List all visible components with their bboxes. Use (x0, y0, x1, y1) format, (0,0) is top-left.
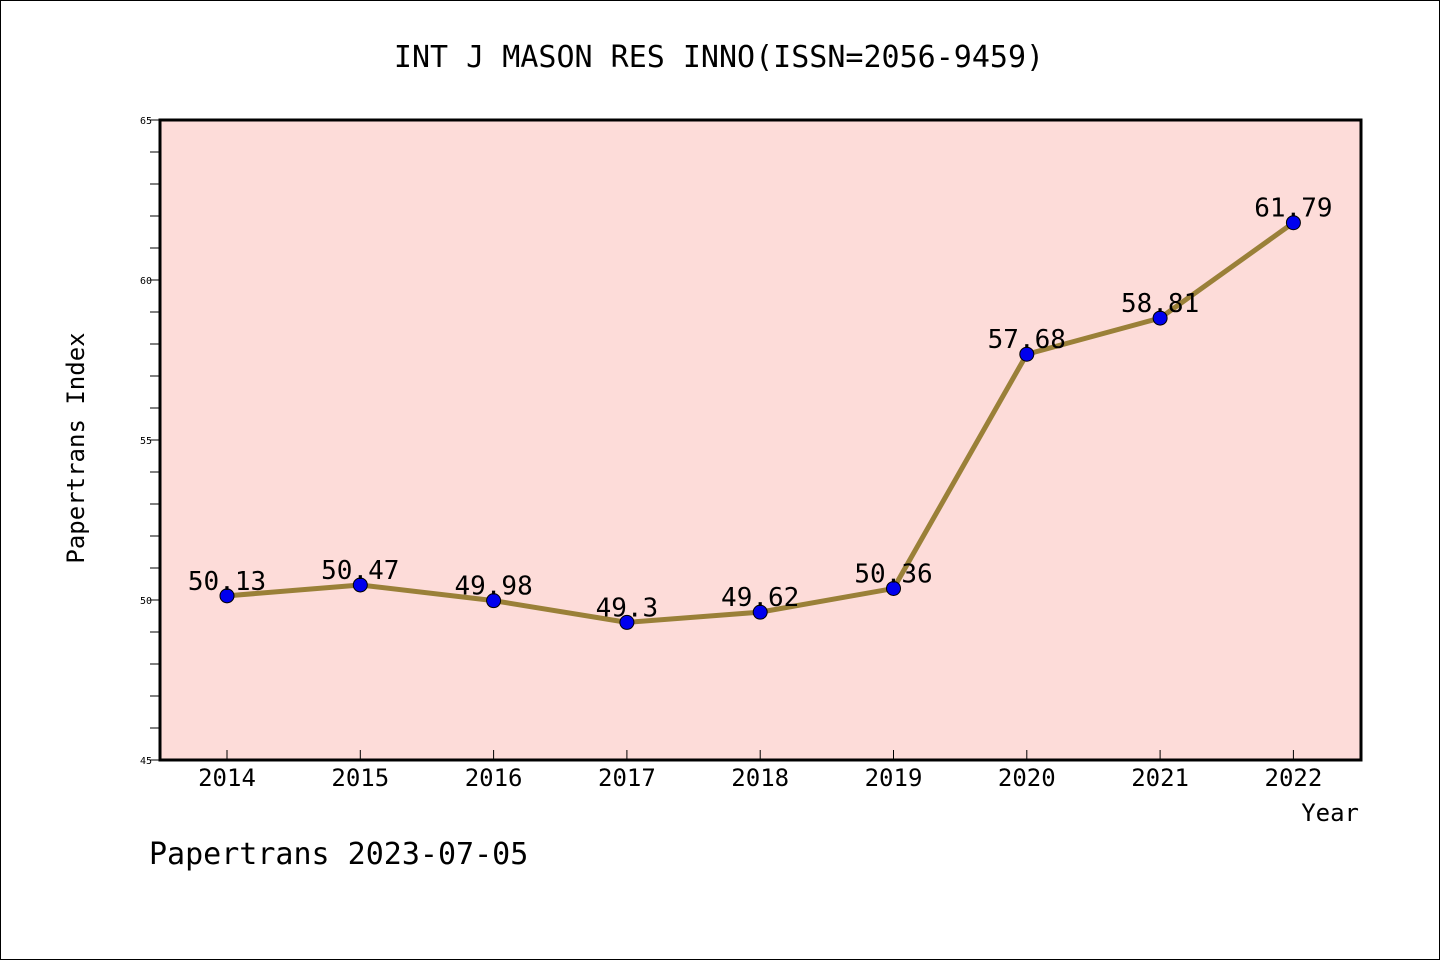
data-point (352, 577, 368, 593)
data-markers (219, 215, 1301, 630)
x-tick-label: 2021 (1131, 764, 1189, 792)
x-tick-label: 2018 (731, 764, 789, 792)
plot-area (158, 118, 1363, 762)
data-label: 61.79 (1254, 194, 1332, 224)
data-label: 49.98 (454, 572, 532, 602)
data-point (619, 614, 635, 630)
x-tick-label: 2017 (598, 764, 656, 792)
data-point (219, 588, 235, 604)
x-tick-label: 2020 (998, 764, 1056, 792)
chart-title: INT J MASON RES INNO(ISSN=2056-9459) (394, 40, 1044, 75)
data-label: 49.62 (721, 583, 799, 613)
x-tick-label: 2016 (465, 764, 523, 792)
x-tick-label: 2022 (1265, 764, 1323, 792)
data-point (1019, 346, 1035, 362)
data-labels: 50.13 50.47 49.98 49.3 49.62 50.36 57.68 58.81 6… (188, 194, 1333, 624)
data-point (752, 604, 768, 620)
y-axis-label: Papertrans Index (62, 332, 90, 563)
x-tick-label: 2015 (331, 764, 389, 792)
footer-text: Papertrans 2023-07-05 (149, 837, 528, 872)
data-label: 50.47 (321, 556, 399, 586)
data-point (1285, 215, 1301, 231)
y-tick-label: 55 (140, 436, 152, 447)
data-label: 50.36 (854, 559, 932, 589)
data-label: 49.3 (596, 593, 659, 623)
data-label: 58.81 (1121, 289, 1199, 319)
data-label: 57.68 (988, 325, 1066, 355)
data-point (486, 593, 502, 609)
x-axis-ticks: 2014 2015 2016 2017 2018 2019 2020 2021 2022 (198, 750, 1322, 792)
y-tick-label: 45 (140, 756, 152, 767)
y-tick-label: 60 (140, 276, 152, 287)
data-label: 50.13 (188, 567, 266, 597)
y-tick-label: 65 (140, 116, 152, 127)
data-point (1152, 310, 1168, 326)
y-tick-label: 50 (140, 596, 152, 607)
x-tick-label: 2019 (865, 764, 923, 792)
x-tick-label: 2014 (198, 764, 256, 792)
x-axis-label: Year (1301, 799, 1359, 827)
data-point (886, 580, 901, 596)
y-axis-ticks: 45 50 55 60 65 (140, 116, 160, 767)
